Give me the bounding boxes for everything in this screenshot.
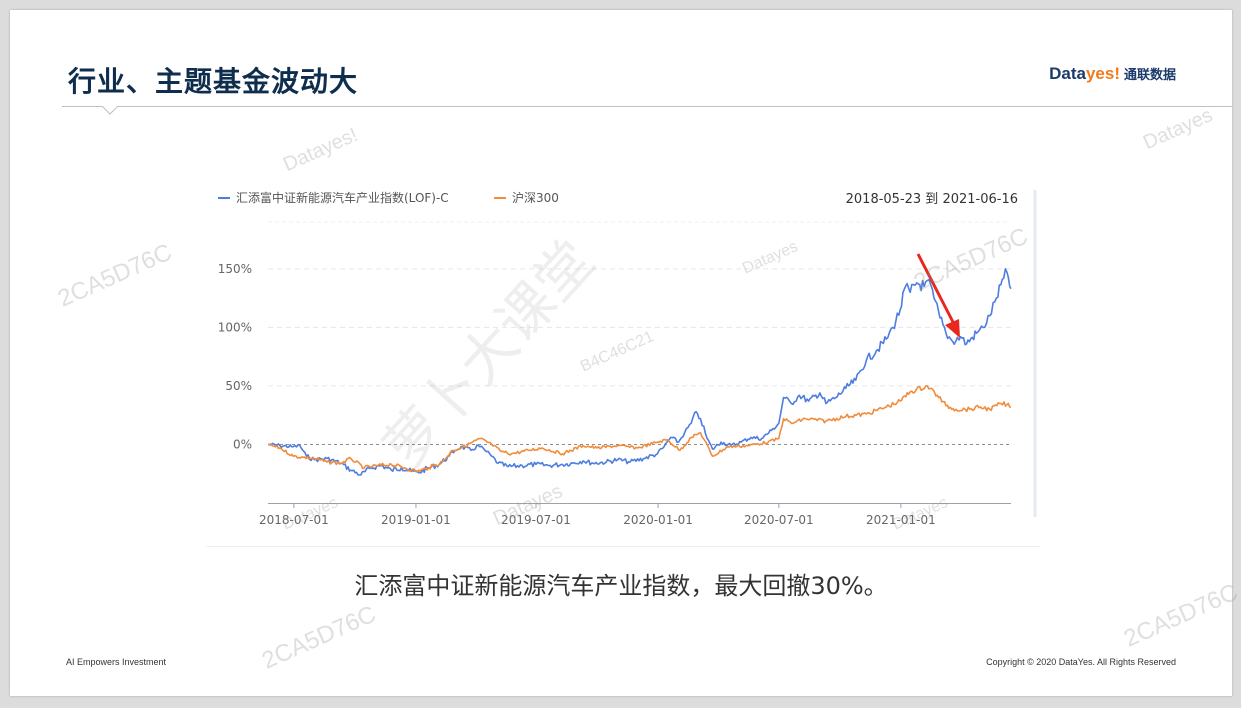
series-lines — [267, 268, 1012, 476]
footer-tagline: AI Empowers Investment — [66, 657, 167, 667]
y-tick-label: 50% — [225, 379, 252, 393]
legend: 汇添富中证新能源汽车产业指数(LOF)-C 沪深300 — [218, 190, 559, 205]
series-line-blue — [267, 268, 1012, 476]
datayes-logo: Datayes! 通联数据 — [1049, 64, 1176, 84]
watermark: Datayes — [1140, 104, 1216, 155]
x-tick-label: 2018-07-01 — [259, 513, 329, 527]
y-tick-label: 150% — [218, 262, 252, 276]
y-tick-label: 100% — [218, 320, 252, 334]
x-axis: 2018-07-01 2019-01-01 2019-07-01 2020-01-01… — [259, 503, 1011, 527]
watermark: 2CA5D76C — [258, 600, 380, 675]
x-tick-label: 2019-01-01 — [381, 513, 451, 527]
x-tick-label: 2020-01-01 — [623, 513, 693, 527]
footer-copyright: Copyright © 2020 DataYes. All Rights Res… — [986, 657, 1176, 667]
line-chart: 0% 50% 100% 150% 2018-07-01 2019-01-01 2019-0… — [206, 190, 1040, 547]
title-divider — [62, 106, 1232, 107]
logo-brand-main: Data — [1049, 64, 1086, 83]
series-line-orange — [267, 385, 1011, 473]
x-tick-label: 2019-07-01 — [501, 513, 571, 527]
divider-notch — [102, 106, 119, 115]
x-tick-label: 2021-01-01 — [866, 513, 936, 527]
slide: 行业、主题基金波动大 Datayes! 通联数据 0% 50% 100% 150% 2… — [10, 10, 1241, 696]
y-axis: 0% 50% 100% 150% — [218, 262, 252, 452]
watermark: Datayes! — [280, 123, 362, 177]
logo-brand: Datayes! — [1049, 64, 1120, 84]
grid-lines — [268, 221, 1011, 445]
logo-cn: 通联数据 — [1123, 67, 1176, 82]
y-tick-label: 0% — [233, 437, 252, 451]
legend-label-blue: 汇添富中证新能源汽车产业指数(LOF)-C — [236, 190, 449, 205]
date-range-label: 2018-05-23 到 2021-06-16 — [846, 192, 1018, 207]
legend-label-orange: 沪深300 — [512, 191, 559, 205]
slide-caption: 汇添富中证新能源汽车产业指数，最大回撤30%。 — [354, 572, 888, 600]
slide-title: 行业、主题基金波动大 — [68, 65, 359, 98]
annotation-arrow — [916, 253, 960, 338]
x-tick-label: 2020-07-01 — [744, 513, 814, 527]
logo-brand-accent: yes! — [1085, 64, 1120, 83]
watermark: 2CA5D76C — [54, 238, 176, 313]
